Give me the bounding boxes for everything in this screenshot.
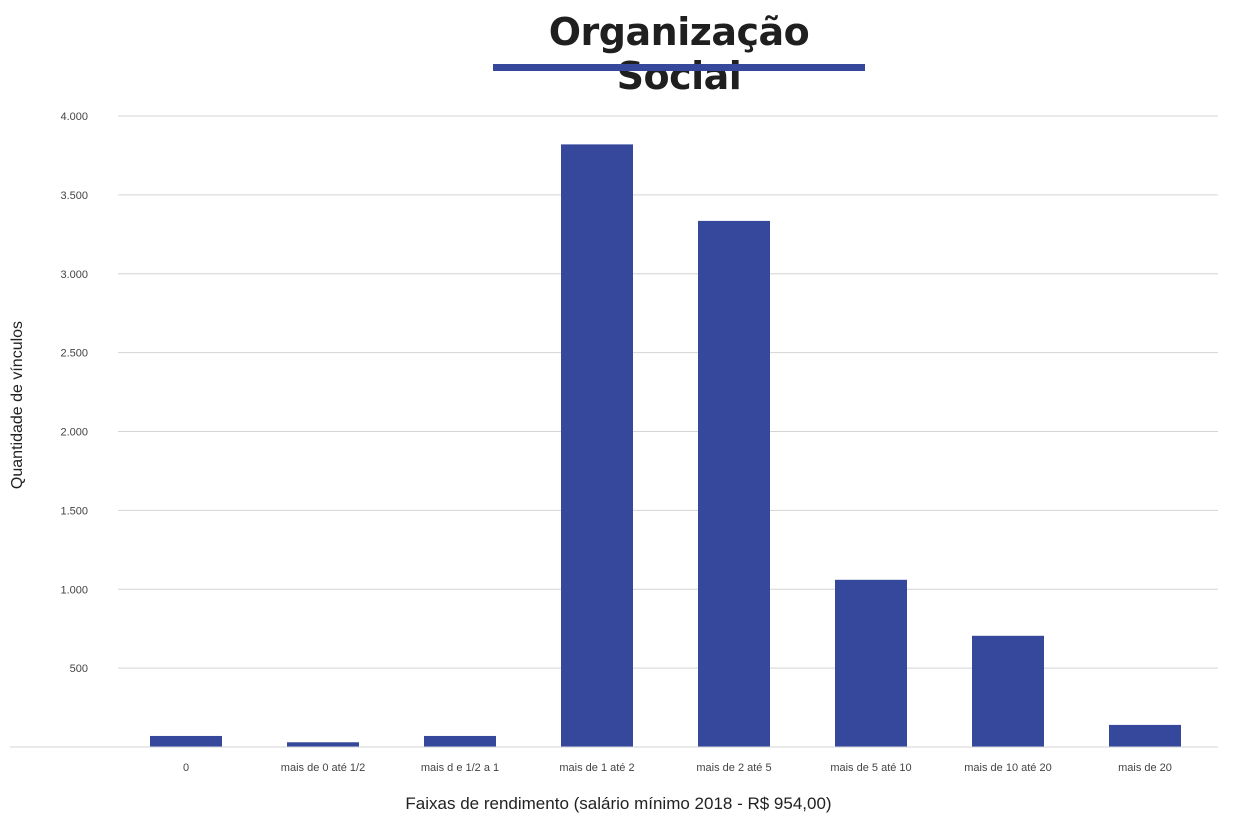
y-tick-label: 2.500 [60,348,88,360]
y-tick-label: 4.000 [60,111,88,123]
chart-title: Organização Social [548,10,810,98]
x-tick-label: mais de 20 [1118,762,1172,774]
y-tick-label: 1.500 [60,505,88,517]
x-tick-label: mais de 1 até 2 [559,762,634,774]
bars [150,144,1181,747]
x-tick-label: mais de 10 até 20 [964,762,1051,774]
title-underline [493,64,865,71]
x-axis-label: Faixas de rendimento (salário mínimo 201… [405,794,832,813]
x-tick-labels: 0 mais de 0 até 1/2 mais d e 1/2 a 1 mais d… [183,762,1172,774]
x-tick-label: mais de 0 até 1/2 [281,762,365,774]
y-tick-label: 500 [70,663,88,675]
bar [561,144,633,747]
y-tick-label: 1.000 [60,584,88,596]
x-tick-label: 0 [183,762,189,774]
x-tick-label: mais de 2 até 5 [696,762,771,774]
bar [287,742,359,747]
y-tick-label: 3.000 [60,269,88,281]
bar [698,220,770,747]
bar [835,579,907,747]
bar [972,635,1044,747]
bar [1109,724,1181,747]
y-tick-labels: 500 1.000 1.500 2.000 2.500 3.000 3.500 4.000 [60,111,88,675]
y-tick-label: 3.500 [60,190,88,202]
gridlines [118,115,1218,669]
y-tick-label: 2.000 [60,427,88,439]
x-tick-label: mais de 5 até 10 [830,762,911,774]
bar [424,735,496,747]
x-tick-label: mais d e 1/2 a 1 [421,762,499,774]
bar [150,735,222,747]
